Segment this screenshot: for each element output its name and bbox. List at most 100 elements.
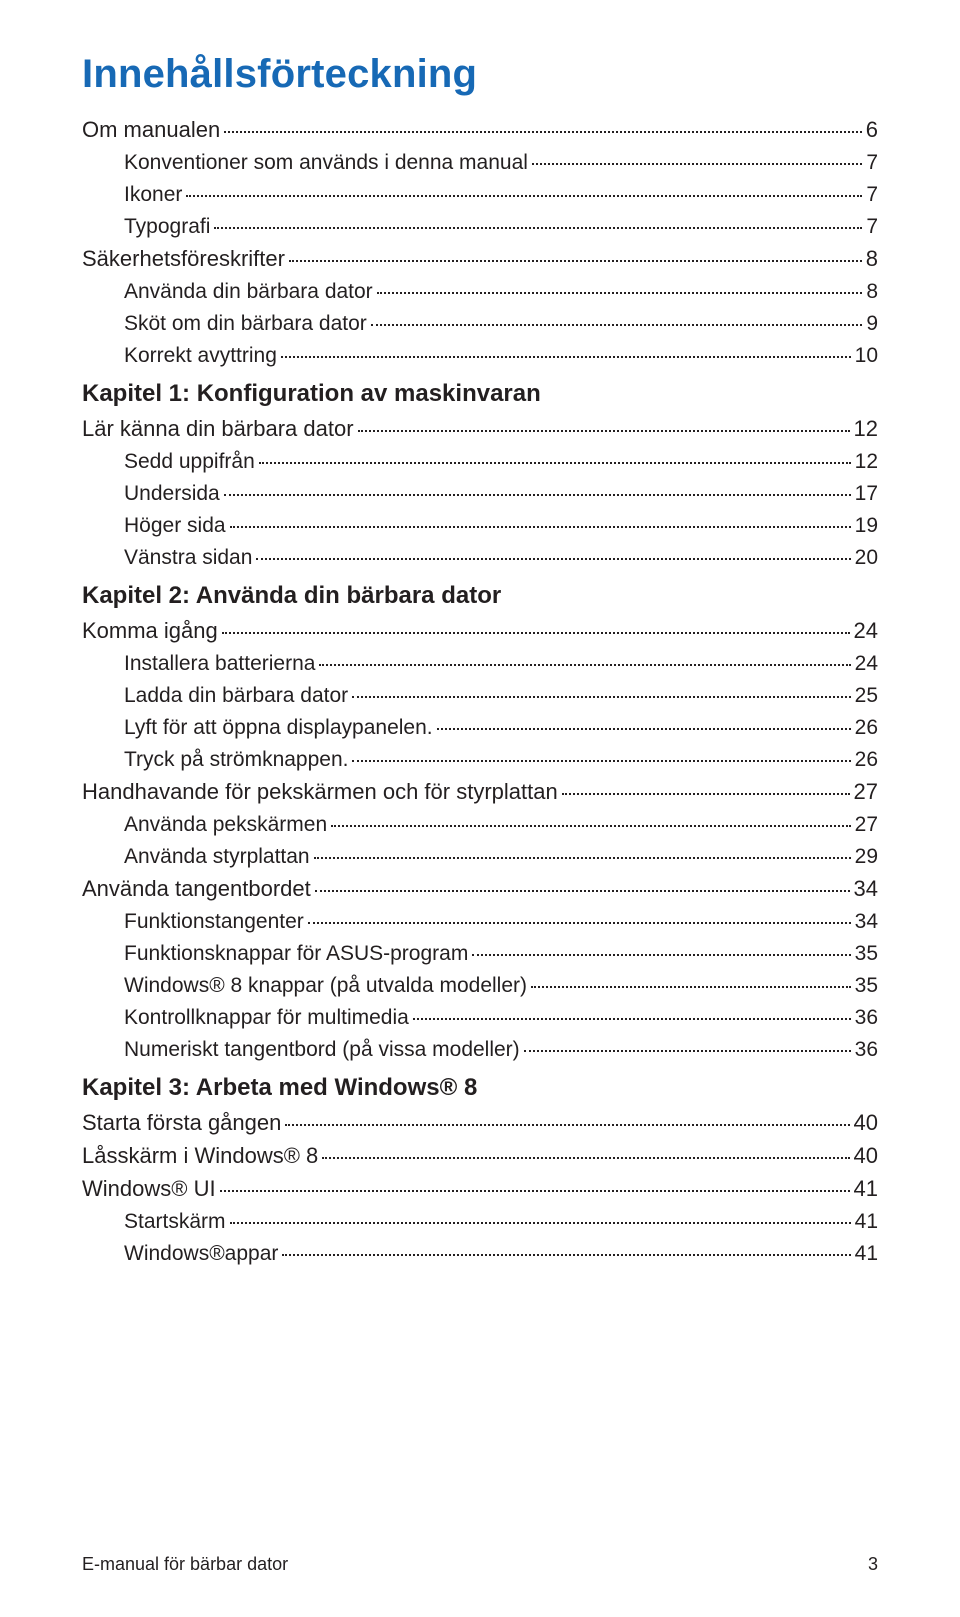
- toc-entry-page: 41: [854, 1178, 878, 1200]
- toc-entry-label: Använda tangentbordet: [82, 878, 311, 900]
- toc-leader-dots: [259, 462, 851, 464]
- toc-entry-page: 25: [855, 685, 878, 706]
- toc-leader-dots: [230, 526, 851, 528]
- toc-entry-page: 7: [866, 216, 878, 237]
- toc-entry: Låsskärm i Windows® 840: [82, 1145, 878, 1167]
- toc-leader-dots: [315, 890, 850, 892]
- toc-entry: Handhavande för pekskärmen och för styrp…: [82, 781, 878, 803]
- toc-entry-page: 24: [855, 653, 878, 674]
- toc-entry-label: Numeriskt tangentbord (på vissa modeller…: [124, 1039, 520, 1060]
- toc-leader-dots: [281, 356, 851, 358]
- toc-entry-page: 35: [855, 975, 878, 996]
- toc-entry: Säkerhetsföreskrifter 8: [82, 248, 878, 270]
- toc-leader-dots: [224, 131, 862, 133]
- toc-entry-page: 36: [855, 1007, 878, 1028]
- toc-entry: Numeriskt tangentbord (på vissa modeller…: [82, 1039, 878, 1060]
- toc-entry-label: Typografi: [124, 216, 210, 237]
- toc-entry-label: Sedd uppifrån: [124, 451, 255, 472]
- toc-leader-dots: [319, 664, 850, 666]
- toc-entry-page: 7: [866, 152, 878, 173]
- toc-entry: Installera batterierna24: [82, 653, 878, 674]
- toc-leader-dots: [532, 163, 862, 165]
- toc-entry: Använda pekskärmen27: [82, 814, 878, 835]
- toc-entry-label: Sköt om din bärbara dator: [124, 313, 367, 334]
- toc-entry-page: 26: [855, 749, 878, 770]
- toc-leader-dots: [224, 494, 851, 496]
- toc-leader-dots: [285, 1124, 849, 1126]
- toc-entry-label: Lär känna din bärbara dator: [82, 418, 354, 440]
- toc-leader-dots: [437, 728, 851, 730]
- toc-entry-page: 6: [866, 119, 878, 141]
- toc-entry-label: Använda styrplattan: [124, 846, 310, 867]
- toc-entry: Starta första gången 40: [82, 1112, 878, 1134]
- toc-leader-dots: [308, 922, 851, 924]
- toc-entry: Undersida 17: [82, 483, 878, 504]
- toc-entry: Ladda din bärbara dator 25: [82, 685, 878, 706]
- toc-entry: Lyft för att öppna displaypanelen. 26: [82, 717, 878, 738]
- toc-entry-label: Handhavande för pekskärmen och för styrp…: [82, 781, 558, 803]
- toc-entry-label: Windows®appar: [124, 1243, 278, 1264]
- toc-entry-label: Säkerhetsföreskrifter: [82, 248, 285, 270]
- toc-entry-page: 8: [866, 248, 878, 270]
- toc-entry-label: Starta första gången: [82, 1112, 281, 1134]
- toc-entry-label: Kontrollknappar för multimedia: [124, 1007, 409, 1028]
- toc-entry-page: 10: [855, 345, 878, 366]
- toc-entry: Sedd uppifrån 12: [82, 451, 878, 472]
- toc-entry: Sköt om din bärbara dator 9: [82, 313, 878, 334]
- toc-entry-label: Vänstra sidan: [124, 547, 252, 568]
- toc-entry-label: Startskärm: [124, 1211, 226, 1232]
- toc-entry: Ikoner 7: [82, 184, 878, 205]
- toc-entry: Använda styrplattan 29: [82, 846, 878, 867]
- toc-chapter-heading: Kapitel 2: Använda din bärbara dator: [82, 584, 878, 608]
- footer-doc-title: E-manual för bärbar dator: [82, 1554, 288, 1575]
- toc-entry-label: Använda din bärbara dator: [124, 281, 373, 302]
- toc-entry: Om manualen 6: [82, 119, 878, 141]
- toc-entry-page: 40: [854, 1112, 878, 1134]
- toc-leader-dots: [371, 324, 863, 326]
- toc-entry: Använda tangentbordet 34: [82, 878, 878, 900]
- toc-entry-page: 34: [854, 878, 878, 900]
- toc-entry: Korrekt avyttring 10: [82, 345, 878, 366]
- toc-entry-label: Om manualen: [82, 119, 220, 141]
- toc-entry-page: 12: [854, 418, 878, 440]
- toc-entry: Använda din bärbara dator8: [82, 281, 878, 302]
- toc-entry: Windows® UI41: [82, 1178, 878, 1200]
- toc-entry: Lär känna din bärbara dator 12: [82, 418, 878, 440]
- toc-entry-page: 26: [855, 717, 878, 738]
- toc-leader-dots: [413, 1018, 851, 1020]
- toc-leader-dots: [220, 1190, 850, 1192]
- toc-entry-page: 29: [855, 846, 878, 867]
- toc-entry: Windows®appar41: [82, 1243, 878, 1264]
- toc-entry-page: 7: [866, 184, 878, 205]
- toc-entry-label: Låsskärm i Windows® 8: [82, 1145, 318, 1167]
- toc-entry-page: 36: [855, 1039, 878, 1060]
- toc-entry-page: 41: [855, 1211, 878, 1232]
- toc-entry-label: Funktionstangenter: [124, 911, 304, 932]
- toc-leader-dots: [562, 793, 850, 795]
- toc-entry-page: 24: [854, 620, 878, 642]
- toc-leader-dots: [377, 292, 863, 294]
- toc-entry-page: 35: [855, 943, 878, 964]
- toc-entry-label: Tryck på strömknappen.: [124, 749, 348, 770]
- toc-entry: Funktionsknappar för ASUS-program 35: [82, 943, 878, 964]
- toc-leader-dots: [256, 558, 850, 560]
- footer-page-number: 3: [868, 1554, 878, 1575]
- toc-entry-label: Undersida: [124, 483, 220, 504]
- toc-entry: Höger sida19: [82, 515, 878, 536]
- toc-leader-dots: [352, 696, 850, 698]
- toc-entry-label: Funktionsknappar för ASUS-program: [124, 943, 468, 964]
- toc-leader-dots: [331, 825, 851, 827]
- toc-entry-page: 17: [855, 483, 878, 504]
- toc-entry-label: Ladda din bärbara dator: [124, 685, 348, 706]
- toc-leader-dots: [282, 1254, 850, 1256]
- toc-entry-label: Konventioner som används i denna manual: [124, 152, 528, 173]
- toc-leader-dots: [531, 986, 851, 988]
- toc-entry: Typografi 7: [82, 216, 878, 237]
- toc-entry-label: Korrekt avyttring: [124, 345, 277, 366]
- toc-entry: Startskärm 41: [82, 1211, 878, 1232]
- toc-entry-page: 9: [866, 313, 878, 334]
- toc-leader-dots: [524, 1050, 851, 1052]
- toc-chapter-heading: Kapitel 1: Konfiguration av maskinvaran: [82, 382, 878, 406]
- toc-entry-page: 12: [855, 451, 878, 472]
- toc-leader-dots: [186, 195, 862, 197]
